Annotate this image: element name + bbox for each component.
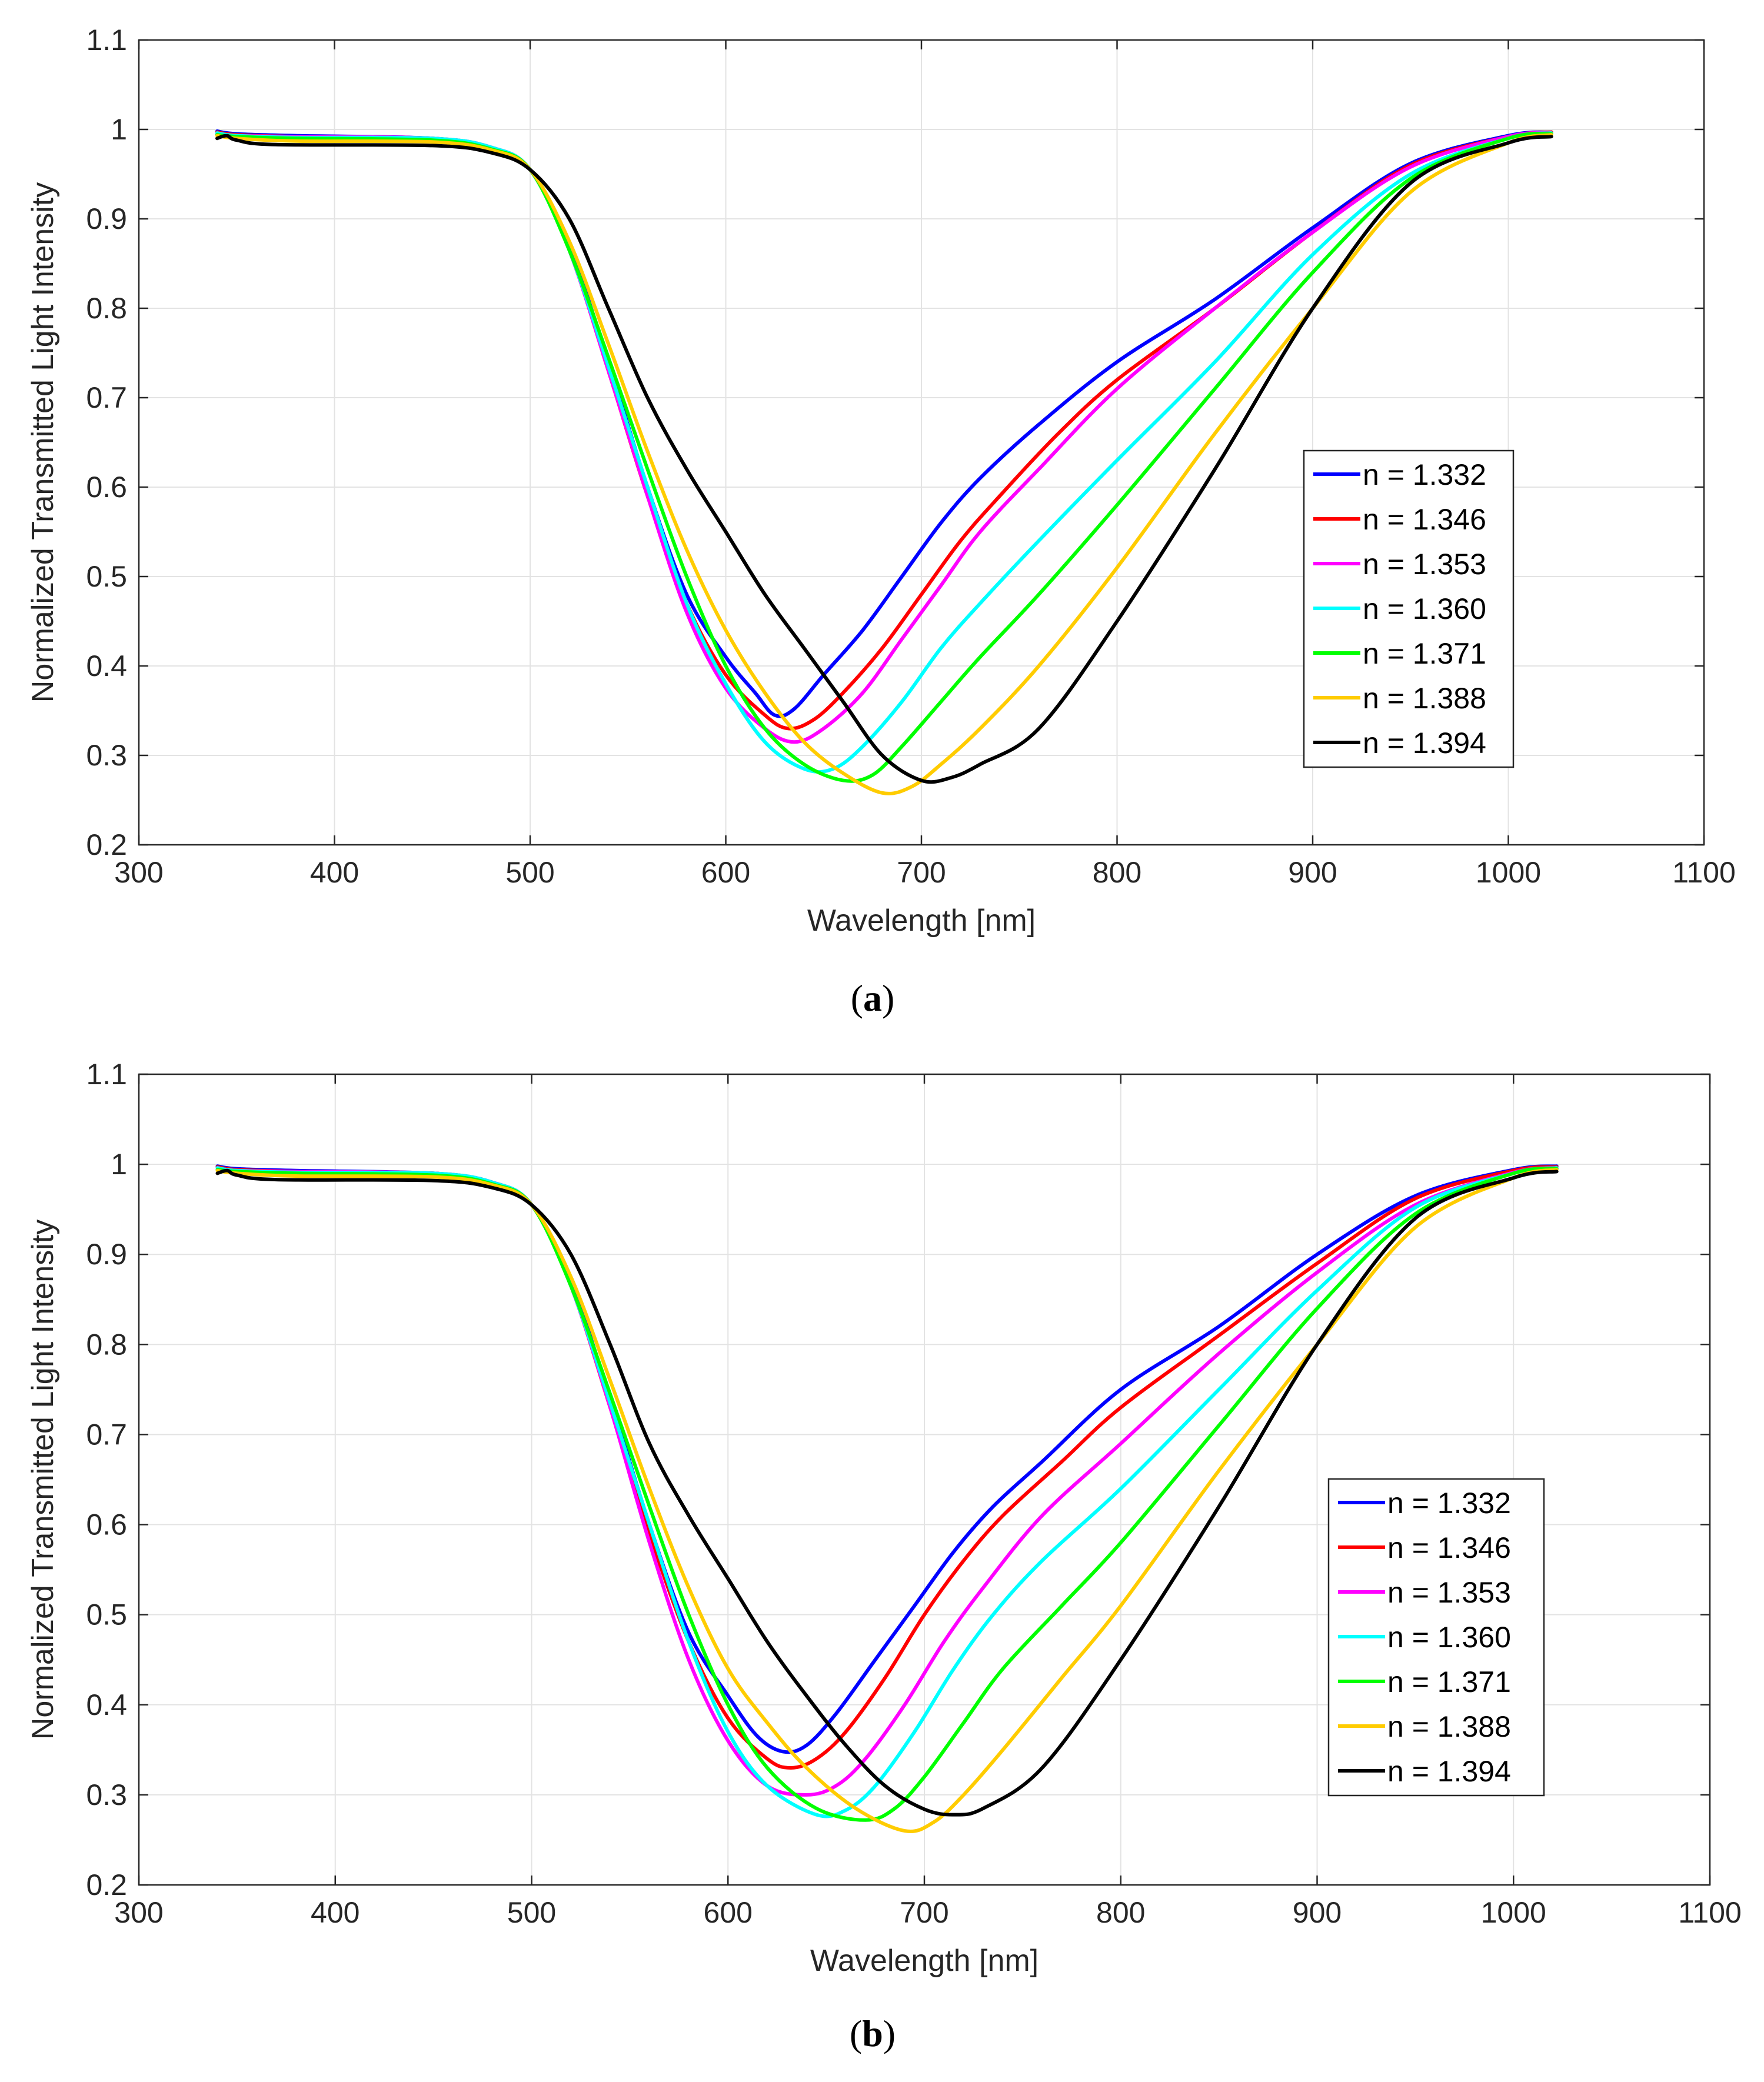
x-axis-label-b: Wavelength [nm]	[810, 1944, 1039, 1978]
y-tick-label-b-4: 0.6	[86, 1508, 127, 1541]
y-tick-label-a-7: 0.9	[86, 202, 127, 235]
y-tick-label-b-3: 0.5	[86, 1598, 127, 1631]
series-line-a-5	[215, 133, 1553, 795]
x-tick-label-b-2: 500	[507, 1896, 556, 1929]
series-line-b-6	[215, 1168, 1559, 1817]
x-tick-label-b-3: 600	[704, 1896, 753, 1929]
y-tick-label-b-6: 0.8	[86, 1328, 127, 1361]
y-tick-label-a-4: 0.6	[86, 471, 127, 504]
y-tick-label-a-0: 0.2	[86, 828, 127, 861]
y-axis-label-b: Normalized Transmitted Light Intensity	[26, 1220, 60, 1740]
x-tick-label-a-7: 1000	[1476, 856, 1541, 889]
y-tick-label-b-5: 0.7	[86, 1418, 127, 1451]
x-tick-label-a-6: 900	[1288, 856, 1337, 889]
y-tick-label-a-6: 0.8	[86, 292, 127, 325]
x-tick-label-a-1: 400	[310, 856, 359, 889]
y-tick-label-a-9: 1.1	[86, 24, 127, 56]
legend-label-b-3: n = 1.360	[1387, 1621, 1511, 1654]
caption-b-label: b	[862, 2013, 883, 2054]
chart-panel-b: 300 400 500 600 700 800 900 1000 1100 0.2 0.3 0.4 0.…	[26, 1058, 1742, 1978]
x-tick-label-a-5: 800	[1093, 856, 1141, 889]
legend-label-a-6: n = 1.394	[1363, 727, 1486, 759]
legend-label-a-3: n = 1.360	[1363, 592, 1486, 625]
legend-label-a-2: n = 1.353	[1363, 548, 1486, 581]
y-tick-label-a-5: 0.7	[86, 381, 127, 414]
legend-label-a-1: n = 1.346	[1363, 503, 1486, 536]
y-tick-label-b-9: 1.1	[86, 1058, 127, 1091]
caption-a-label: a	[863, 977, 882, 1019]
y-tick-label-b-1: 0.3	[86, 1778, 127, 1811]
x-tick-label-b-8: 1100	[1678, 1896, 1742, 1929]
x-tick-label-b-7: 1000	[1481, 1896, 1546, 1929]
x-tick-label-a-0: 300	[114, 856, 163, 889]
x-tick-label-a-8: 1100	[1672, 856, 1736, 889]
x-axis-label-a: Wavelength [nm]	[807, 904, 1036, 938]
x-tick-label-a-3: 600	[701, 856, 750, 889]
legend-label-b-2: n = 1.353	[1387, 1576, 1511, 1609]
legend-label-b-0: n = 1.332	[1387, 1487, 1511, 1520]
legend-label-b-4: n = 1.371	[1387, 1665, 1511, 1698]
series-line-b-5	[215, 1168, 1559, 1833]
x-tick-label-b-6: 900	[1293, 1896, 1342, 1929]
y-tick-label-a-8: 1	[111, 113, 127, 146]
y-axis-label-a: Normalized Transmitted Light Intensity	[26, 182, 60, 702]
x-tick-label-a-2: 500	[505, 856, 554, 889]
legend-label-b-1: n = 1.346	[1387, 1531, 1511, 1564]
series-line-a-6	[215, 134, 1553, 784]
x-tick-label-a-4: 700	[897, 856, 946, 889]
y-tick-label-a-3: 0.5	[86, 560, 127, 593]
legend-label-a-0: n = 1.332	[1363, 458, 1486, 491]
legend-b: n = 1.332 n = 1.346 n = 1.353 n = 1.360 n = …	[1327, 1478, 1545, 1797]
y-tick-label-b-7: 0.9	[86, 1238, 127, 1271]
caption-a: (a)	[851, 977, 895, 1019]
caption-b: (b)	[850, 2013, 896, 2054]
legend-a: n = 1.332 n = 1.346 n = 1.353 n = 1.360 n = …	[1303, 449, 1515, 768]
legend-label-a-5: n = 1.388	[1363, 682, 1486, 715]
y-tick-label-b-0: 0.2	[86, 1868, 127, 1901]
legend-label-b-6: n = 1.394	[1387, 1755, 1511, 1788]
y-tick-label-a-1: 0.3	[86, 739, 127, 772]
y-tick-label-a-2: 0.4	[86, 649, 127, 682]
chart-panel-a: 300 400 500 600 700 800 900 1000 1100 0.2 0.3 0.4 0.…	[26, 24, 1736, 938]
x-tick-label-b-5: 800	[1096, 1896, 1145, 1929]
x-tick-label-b-4: 700	[900, 1896, 948, 1929]
x-tick-label-b-1: 400	[311, 1896, 360, 1929]
legend-label-a-4: n = 1.371	[1363, 637, 1486, 670]
legend-label-b-5: n = 1.388	[1387, 1710, 1511, 1743]
x-tick-label-b-0: 300	[114, 1896, 163, 1929]
y-tick-label-b-8: 1	[111, 1148, 127, 1181]
y-tick-label-b-2: 0.4	[86, 1688, 127, 1721]
